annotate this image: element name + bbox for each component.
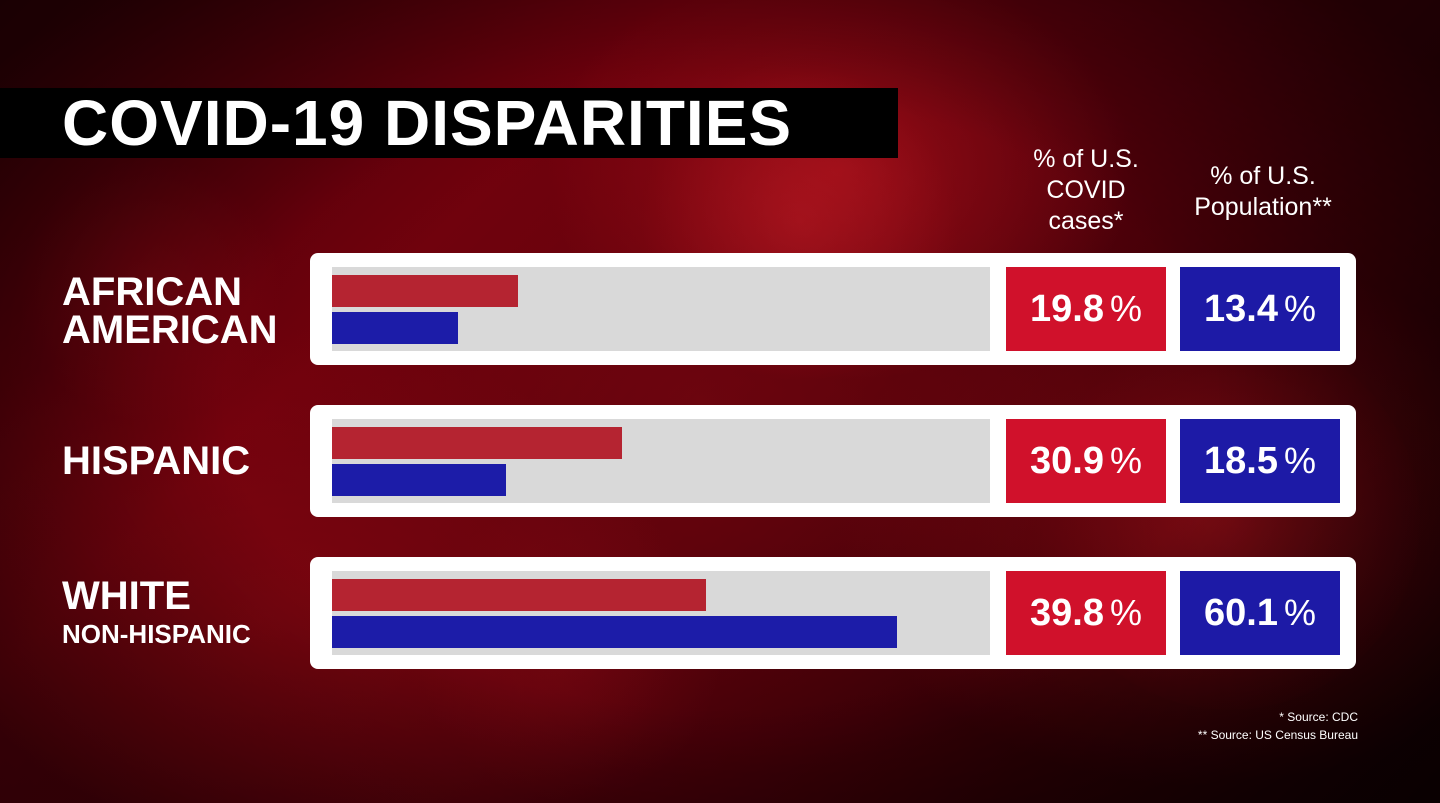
percent-symbol: % bbox=[1109, 592, 1142, 633]
data-label: 13.4 bbox=[1204, 287, 1278, 330]
category-row-panel: 39.8% 60.1% bbox=[310, 557, 1356, 669]
category-label: HISPANIC bbox=[62, 441, 250, 481]
category-label-line: WHITE bbox=[62, 574, 191, 618]
data-label: 39.8 bbox=[1030, 591, 1104, 634]
value-box-population: 13.4% bbox=[1180, 267, 1340, 351]
bar-population bbox=[332, 312, 458, 344]
category-label-line: HISPANIC bbox=[62, 439, 251, 483]
data-label: 60.1 bbox=[1204, 591, 1278, 634]
value-box-cases: 39.8% bbox=[1006, 571, 1166, 655]
value-box-cases: 30.9% bbox=[1006, 419, 1166, 503]
bar-track bbox=[332, 571, 990, 655]
percent-symbol: % bbox=[1283, 592, 1316, 633]
legend-cases-header: % of U.S. COVID cases* bbox=[1033, 145, 1139, 235]
source-census: ** Source: US Census Bureau bbox=[1197, 728, 1358, 742]
title-bar bbox=[0, 88, 898, 158]
value-box-population: 60.1% bbox=[1180, 571, 1340, 655]
legend-population-header: % of U.S. Population** bbox=[1194, 162, 1332, 221]
sources-footnote: * Source: CDC ** Source: US Census Burea… bbox=[1198, 708, 1358, 744]
data-label: 19.8 bbox=[1030, 287, 1104, 330]
category-row-panel: 30.9% 18.5% bbox=[310, 405, 1356, 517]
percent-symbol: % bbox=[1283, 440, 1316, 481]
value-box-cases: 19.8% bbox=[1006, 267, 1166, 351]
category-label: WHITE NON-HISPANIC bbox=[62, 576, 251, 652]
category-label-line: AFRICAN bbox=[62, 270, 242, 314]
category-row-panel: 19.8% 13.4% bbox=[310, 253, 1356, 365]
bar-track bbox=[332, 267, 990, 351]
data-label: 30.9 bbox=[1030, 439, 1104, 482]
bar-population bbox=[332, 464, 506, 496]
bar-population bbox=[332, 616, 897, 648]
percent-symbol: % bbox=[1109, 440, 1142, 481]
bar-track bbox=[332, 419, 990, 503]
percent-symbol: % bbox=[1109, 288, 1142, 329]
source-cdc: * Source: CDC bbox=[1279, 710, 1358, 724]
bar-cases bbox=[332, 427, 623, 459]
data-label: 18.5 bbox=[1204, 439, 1278, 482]
category-label: AFRICAN AMERICAN bbox=[62, 270, 278, 352]
bar-cases bbox=[332, 579, 707, 611]
category-label-line: AMERICAN bbox=[62, 308, 278, 352]
percent-symbol: % bbox=[1283, 288, 1316, 329]
chart-title: COVID-19 DISPARITIES bbox=[62, 87, 793, 159]
bar-cases bbox=[332, 275, 519, 307]
value-box-population: 18.5% bbox=[1180, 419, 1340, 503]
category-label-line: NON-HISPANIC bbox=[62, 619, 251, 649]
